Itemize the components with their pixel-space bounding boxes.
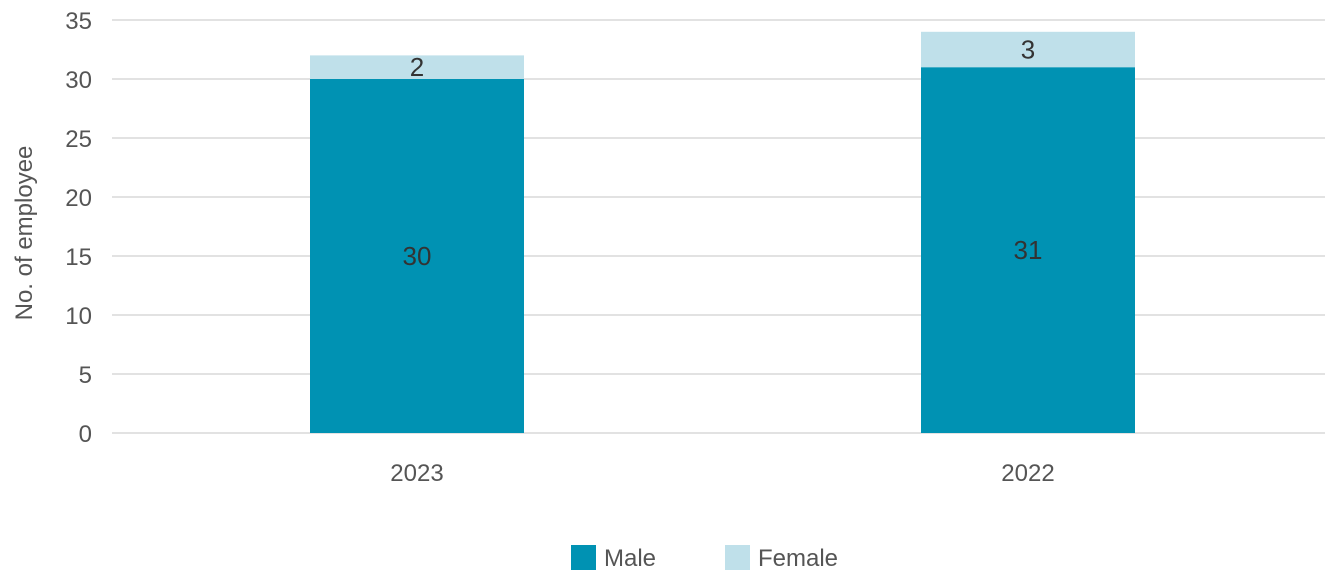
y-tick-label-15: 15 (65, 244, 92, 271)
y-axis-ticks: 0 5 10 15 20 25 30 35 (65, 8, 92, 448)
data-label-male-2022: 31 (1014, 235, 1043, 265)
y-tick-label-25: 25 (65, 126, 92, 153)
bar-female-2023 (310, 55, 524, 79)
x-tick-label-2022: 2022 (1001, 460, 1054, 487)
bars (310, 31, 1135, 433)
y-tick-label-20: 20 (65, 185, 92, 212)
bar-male-2023 (310, 79, 524, 433)
y-tick-label-30: 30 (65, 67, 92, 94)
y-tick-label-35: 35 (65, 8, 92, 35)
data-label-female-2022: 3 (1021, 35, 1035, 65)
legend-label-female: Female (758, 545, 838, 572)
y-tick-label-0: 0 (79, 421, 92, 448)
bar-male-2022 (921, 67, 1135, 433)
data-label-female-2023: 2 (410, 52, 424, 82)
legend: Male Female (571, 545, 838, 572)
bar-female-2022 (921, 31, 1135, 68)
data-labels: 30 2 31 3 (403, 35, 1043, 272)
x-axis-ticks: 2023 2022 (390, 460, 1054, 487)
legend-swatch-male (571, 545, 596, 570)
legend-swatch-female (725, 545, 750, 570)
y-tick-label-10: 10 (65, 303, 92, 330)
y-axis-title: No. of employee (11, 146, 38, 321)
x-tick-label-2023: 2023 (390, 460, 443, 487)
data-label-male-2023: 30 (403, 241, 432, 271)
gridlines (112, 19, 1325, 434)
y-tick-label-5: 5 (79, 362, 92, 389)
legend-label-male: Male (604, 545, 656, 572)
